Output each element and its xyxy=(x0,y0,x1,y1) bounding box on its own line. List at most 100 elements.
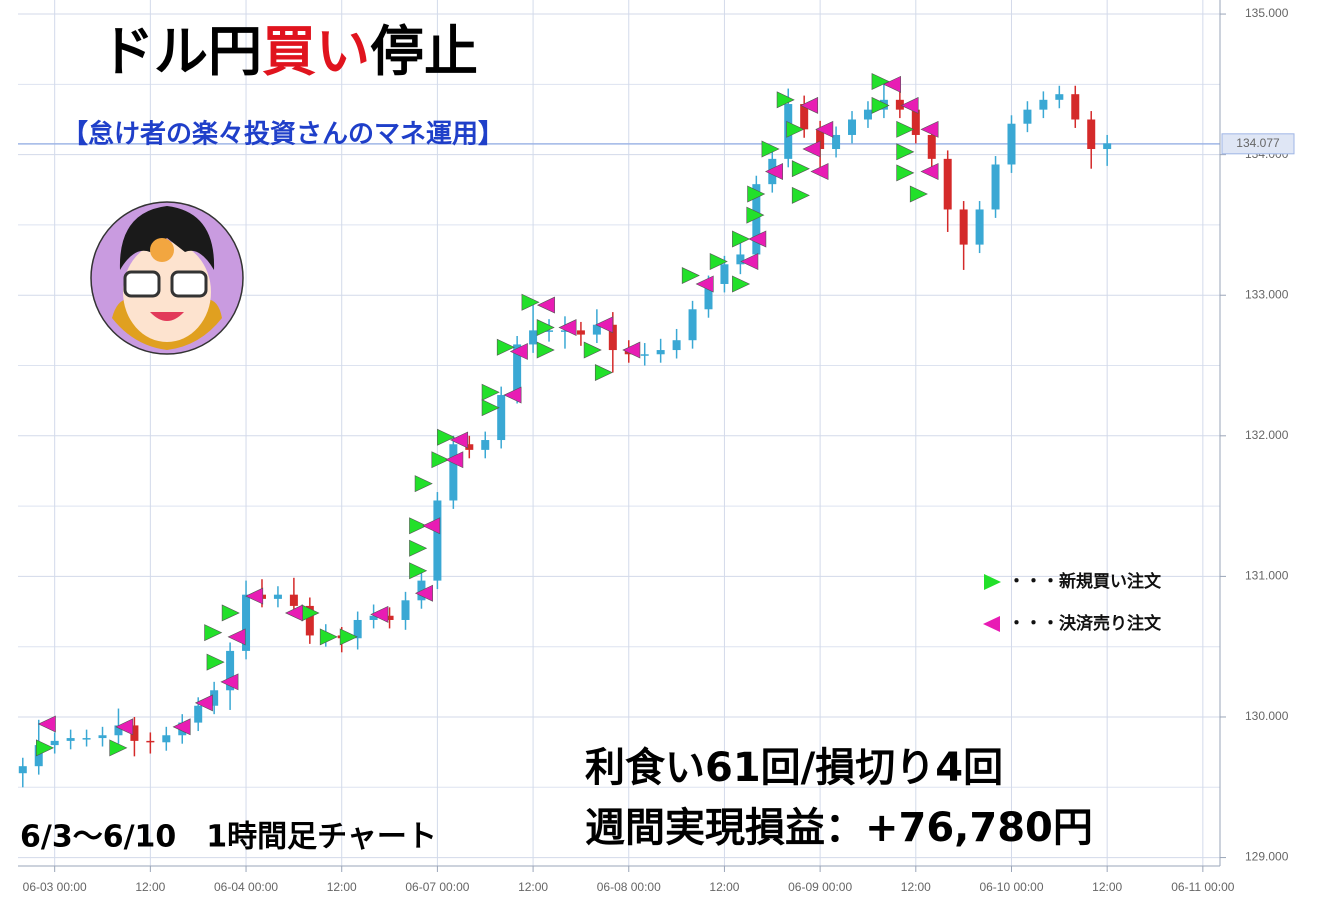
trade-marker xyxy=(800,96,819,114)
candle-body xyxy=(1007,123,1016,165)
x-tick-label: 12:00 xyxy=(518,880,548,894)
trade-marker xyxy=(882,75,901,93)
candle-body xyxy=(289,594,298,606)
trade-marker xyxy=(761,140,780,158)
trade-marker xyxy=(748,230,767,248)
trade-marker xyxy=(445,451,464,469)
x-tick-label: 06-09 00:00 xyxy=(788,880,852,894)
candle-body xyxy=(895,99,904,110)
trade-marker xyxy=(594,364,613,382)
legend-swatch xyxy=(984,574,1001,590)
trade-marker xyxy=(746,206,765,224)
trade-marker xyxy=(422,517,441,535)
trade-marker xyxy=(802,140,821,158)
trade-marker xyxy=(172,718,191,736)
candle-body xyxy=(98,735,107,739)
candle-body xyxy=(927,134,936,159)
subtitle: 【怠け者の楽々投資さんのマネ運用】 xyxy=(62,119,504,150)
candle-body xyxy=(1087,119,1096,150)
candle-body xyxy=(50,740,59,746)
candle-body xyxy=(832,134,841,150)
trade-marker xyxy=(503,386,522,404)
title-part: 買い xyxy=(262,20,370,83)
trade-marker xyxy=(370,605,389,623)
candle-body xyxy=(1071,94,1080,120)
trade-marker xyxy=(496,338,515,356)
trade-marker xyxy=(481,399,500,417)
trade-marker xyxy=(409,562,428,580)
candle-body xyxy=(736,254,745,265)
title-part: 停止 xyxy=(370,20,478,83)
trade-marker xyxy=(815,120,834,138)
grid: 129.000 130.000 131.000 132.000 133.000 134.0… xyxy=(18,0,1289,894)
trade-marker xyxy=(920,120,939,138)
candle-body xyxy=(130,725,139,741)
candle-body xyxy=(194,705,203,723)
trade-marker xyxy=(220,673,239,691)
chart-title: ドル円買い停止 xyxy=(100,20,478,83)
trade-marker xyxy=(227,628,246,646)
trade-marker xyxy=(536,319,555,337)
candle-body xyxy=(385,615,394,620)
x-tick-label: 06-08 00:00 xyxy=(597,880,661,894)
candle-body xyxy=(529,330,538,345)
trade-marker xyxy=(319,628,338,646)
candle-body xyxy=(640,354,649,356)
trade-marker xyxy=(536,341,555,359)
legend-label: ・・・新規買い注文 xyxy=(1008,571,1162,592)
trade-marker xyxy=(740,253,759,270)
trade-marker xyxy=(204,624,223,642)
candle-body xyxy=(465,444,474,450)
candle-body xyxy=(943,158,952,210)
candle-body xyxy=(720,264,729,284)
y-tick-label: 130.000 xyxy=(1245,709,1289,723)
trade-marker xyxy=(764,163,783,180)
candle-body xyxy=(114,725,123,736)
trade-marker xyxy=(450,431,469,449)
candle-body xyxy=(863,109,872,120)
candle-body xyxy=(513,344,522,396)
y-tick-label: 135.000 xyxy=(1245,6,1289,20)
trade-marker xyxy=(732,275,751,293)
trade-marker xyxy=(709,253,728,270)
candle-body xyxy=(592,324,601,335)
trade-marker xyxy=(194,694,213,712)
candle-body xyxy=(848,119,857,135)
current-price-box xyxy=(1221,133,1295,155)
trade-marker xyxy=(284,604,303,622)
trade-marker xyxy=(583,341,602,359)
candle-body xyxy=(401,600,410,620)
x-tick-label: 12:00 xyxy=(135,880,165,894)
x-tick-label: 06-07 00:00 xyxy=(405,880,469,894)
trade-marker xyxy=(896,143,915,161)
candle-body xyxy=(545,330,554,332)
trade-marker xyxy=(810,163,829,180)
trade-marker xyxy=(791,186,810,204)
candle-body xyxy=(959,209,968,245)
trade-marker xyxy=(786,120,805,138)
candle-body xyxy=(800,104,809,130)
trade-marker xyxy=(900,96,919,114)
candle-body xyxy=(975,209,984,245)
candle-body xyxy=(66,738,75,741)
trade-marker xyxy=(909,185,928,203)
candle-body xyxy=(449,444,458,501)
candle-body xyxy=(242,594,251,651)
candle-body xyxy=(1039,99,1048,110)
result-line: 利食い61回/損切り4回 xyxy=(585,745,1003,791)
candle-body xyxy=(273,594,282,599)
trade-marker xyxy=(339,628,358,646)
trade-marker xyxy=(695,275,714,293)
candle-body xyxy=(991,164,1000,210)
trade-marker xyxy=(681,267,700,285)
candle-body xyxy=(162,735,171,743)
trade-marker xyxy=(776,91,795,109)
y-tick-label: 132.000 xyxy=(1245,428,1289,442)
candle-body xyxy=(497,395,506,441)
candle-body xyxy=(353,619,362,639)
trade-marker xyxy=(115,718,134,736)
x-tick-label: 12:00 xyxy=(327,880,357,894)
x-tick-label: 12:00 xyxy=(901,880,931,894)
trade-marker xyxy=(431,451,450,469)
result-line: 週間実現損益：+76,780円 xyxy=(585,805,1093,851)
